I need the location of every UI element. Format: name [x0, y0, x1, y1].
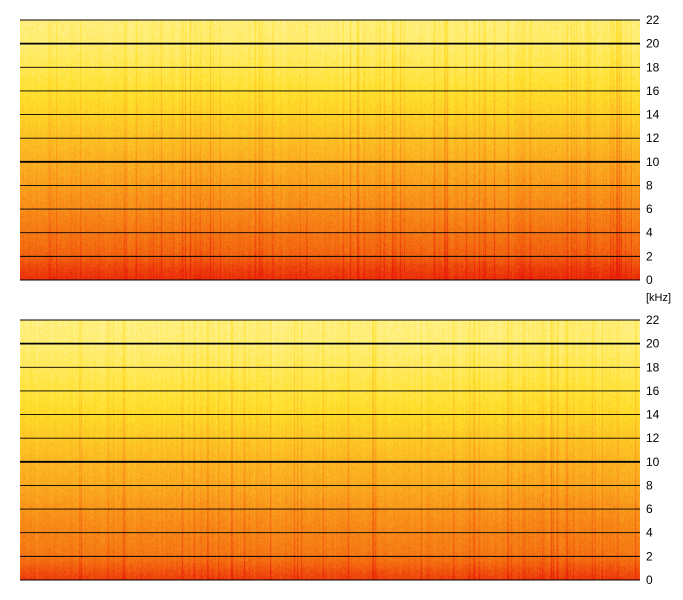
y-tick-label: 16	[646, 84, 660, 98]
y-tick-label: 20	[646, 37, 660, 51]
y-tick-label: 18	[646, 360, 660, 374]
y-tick-label: 14	[646, 408, 660, 422]
y-tick-label: 20	[646, 337, 660, 351]
spectrogram-top-canvas	[20, 20, 640, 280]
y-tick-label: 8	[646, 178, 653, 192]
y-tick-label: 14	[646, 108, 660, 122]
y-tick-label: 2	[646, 249, 653, 263]
y-tick-label: 0	[646, 573, 653, 587]
y-tick-label: 0	[646, 273, 653, 287]
spectrogram-bottom-canvas	[20, 320, 640, 580]
y-tick-label: 22	[646, 13, 660, 27]
y-tick-label: 10	[646, 455, 660, 469]
y-tick-label: 12	[646, 131, 660, 145]
y-tick-label: 4	[646, 226, 653, 240]
y-tick-label: 8	[646, 478, 653, 492]
y-tick-label: 16	[646, 384, 660, 398]
y-tick-label: 18	[646, 60, 660, 74]
frequency-unit-label: [kHz]	[646, 292, 672, 304]
spectrogram-top	[20, 20, 640, 280]
y-tick-label: 12	[646, 431, 660, 445]
y-tick-label: 10	[646, 155, 660, 169]
y-tick-label: 6	[646, 502, 653, 516]
y-tick-label: 4	[646, 526, 653, 540]
spectrogram-bottom	[20, 320, 640, 580]
y-tick-label: 22	[646, 313, 660, 327]
y-tick-label: 6	[646, 202, 653, 216]
y-tick-label: 2	[646, 549, 653, 563]
